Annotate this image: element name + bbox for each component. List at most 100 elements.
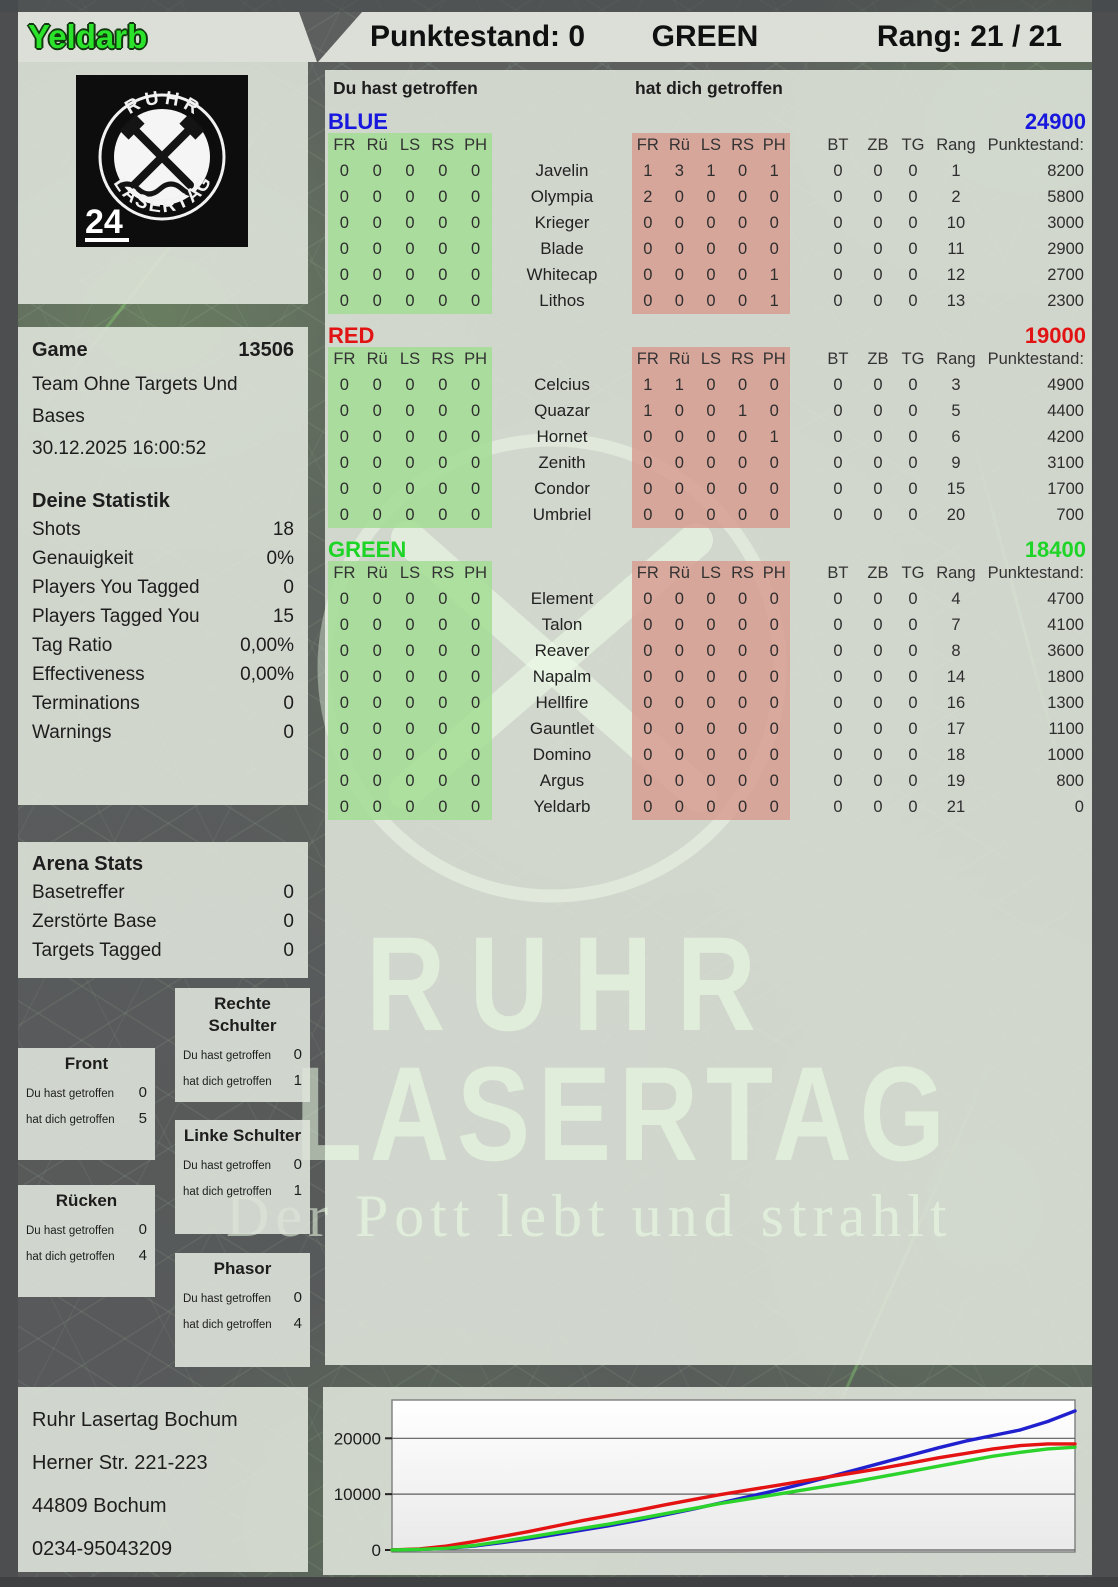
col-header: FR xyxy=(631,133,664,158)
them-hit-cell: 0 xyxy=(663,476,696,502)
col-header: BT xyxy=(827,136,849,154)
bt-cell: 0 xyxy=(833,266,843,284)
them-hit-cell: 0 xyxy=(758,450,790,476)
you-hit-cell: 0 xyxy=(459,794,492,820)
stat-value: 0,00% xyxy=(240,664,294,685)
them-hit-cell: 0 xyxy=(663,210,696,236)
column-caption-them: hat dich getroffen xyxy=(635,78,783,98)
player-name-cell: Napalm xyxy=(532,667,592,686)
spacer-cell xyxy=(790,476,816,502)
you-hit-cell: 0 xyxy=(328,690,361,716)
you-hit-cell: 0 xyxy=(426,476,460,502)
score-cell: 4200 xyxy=(1047,428,1084,446)
spacer-cell xyxy=(790,424,816,450)
arena-stats-panel: Arena Stats Basetreffer 0 Zerstörte Base 0 T… xyxy=(18,842,308,978)
team-name: RED xyxy=(328,323,375,348)
you-hit-cell: 0 xyxy=(328,184,361,210)
spacer-cell xyxy=(790,502,816,528)
you-hit-cell: 0 xyxy=(360,716,394,742)
score-cell: 1300 xyxy=(1047,694,1084,712)
them-hit-cell: 0 xyxy=(631,502,664,528)
you-hit-cell: 0 xyxy=(426,236,460,262)
stat-row: Zerstörte Base 0 xyxy=(32,907,294,936)
svg-text:H: H xyxy=(164,88,181,111)
hitbox-linke-schulter: Linke Schulter Du hast getroffen 0 hat di… xyxy=(175,1120,310,1234)
them-hit-cell: 0 xyxy=(631,586,664,612)
hitbox-title: Front xyxy=(64,1054,109,1073)
svg-text:R: R xyxy=(161,195,178,218)
them-hit-cell: 0 xyxy=(695,794,727,820)
bt-cell: 0 xyxy=(833,480,843,498)
team-score: 18400 xyxy=(1024,537,1086,562)
col-header: Rü xyxy=(360,347,394,372)
them-hit-cell: 0 xyxy=(726,768,759,794)
spacer-cell xyxy=(790,398,816,424)
col-header: LS xyxy=(393,347,427,372)
player-name-cell: Zenith xyxy=(538,453,586,472)
stat-label: Basetreffer xyxy=(32,882,125,903)
them-hit-cell: 0 xyxy=(663,398,696,424)
rank-cell: 9 xyxy=(951,454,961,472)
frame-top xyxy=(0,0,1118,12)
them-hit-cell: 0 xyxy=(695,398,727,424)
you-hit-cell: 0 xyxy=(426,288,460,314)
hitbox-them-label: hat dich getroffen xyxy=(183,1186,272,1198)
bt-cell: 0 xyxy=(833,694,843,712)
you-hit-cell: 0 xyxy=(393,424,427,450)
col-header: RS xyxy=(726,347,759,372)
col-header-spacer xyxy=(790,347,816,372)
hitbox-them-value: 5 xyxy=(138,1110,147,1127)
score-cell: 700 xyxy=(1056,506,1084,524)
zb-cell: 0 xyxy=(873,720,883,738)
you-hit-cell: 0 xyxy=(459,612,492,638)
spacer-cell xyxy=(790,184,816,210)
rank-cell: 11 xyxy=(947,240,965,258)
them-hit-cell: 1 xyxy=(726,398,759,424)
you-hit-cell: 0 xyxy=(393,586,427,612)
tg-cell: 0 xyxy=(908,480,918,498)
tg-cell: 0 xyxy=(908,720,918,738)
tg-cell: 0 xyxy=(908,506,918,524)
you-hit-cell: 0 xyxy=(328,768,361,794)
zb-cell: 0 xyxy=(873,402,883,420)
hitbox-you-value: 0 xyxy=(138,1221,147,1238)
rank-cell: 15 xyxy=(946,480,966,498)
them-hit-cell: 0 xyxy=(663,586,696,612)
bt-cell: 0 xyxy=(833,214,843,232)
hitbox-title: Phasor xyxy=(213,1259,272,1278)
stat-label: Genauigkeit xyxy=(32,548,134,569)
stat-value: 0% xyxy=(266,548,294,569)
them-hit-cell: 0 xyxy=(695,262,727,288)
you-hit-cell: 0 xyxy=(393,638,427,664)
col-header: Rü xyxy=(360,133,394,158)
you-hit-cell: 0 xyxy=(360,794,394,820)
col-header: LS xyxy=(393,133,427,158)
you-hit-cell: 0 xyxy=(328,586,361,612)
col-header: LS xyxy=(695,561,727,586)
you-hit-cell: 0 xyxy=(459,664,492,690)
rank-cell: 12 xyxy=(946,266,966,284)
player-nameplate: Yeldarb xyxy=(18,12,317,62)
them-hit-cell: 0 xyxy=(695,184,727,210)
them-hit-cell: 0 xyxy=(695,502,727,528)
score-cell: 1700 xyxy=(1047,480,1084,498)
spacer-cell xyxy=(790,210,816,236)
you-hit-cell: 0 xyxy=(426,742,460,768)
tg-cell: 0 xyxy=(908,642,918,660)
player-name-cell: Argus xyxy=(539,771,585,790)
zb-cell: 0 xyxy=(873,506,883,524)
player-name-cell: Reaver xyxy=(534,641,590,660)
you-hit-cell: 0 xyxy=(459,236,492,262)
column-caption-you: Du hast getroffen xyxy=(333,78,478,98)
them-hit-cell: 0 xyxy=(695,236,727,262)
score-tables-panel: RUHR LASERTAG Der Pott lebt und strahlt … xyxy=(325,70,1092,1365)
you-hit-cell: 0 xyxy=(393,716,427,742)
team-section-blue: BLUE 24900 FR Rü LS RS PH FR Rü LS RS PH BT ZB TG Rang P… xyxy=(328,110,1086,314)
stat-value: 0,00% xyxy=(240,635,294,656)
col-header: RS xyxy=(726,561,759,586)
col-header: PH xyxy=(459,561,492,586)
you-hit-cell: 0 xyxy=(426,690,460,716)
them-hit-cell: 1 xyxy=(758,424,790,450)
address-lines: Ruhr Lasertag Bochum Herner Str. 221-223 4… xyxy=(32,1399,294,1571)
